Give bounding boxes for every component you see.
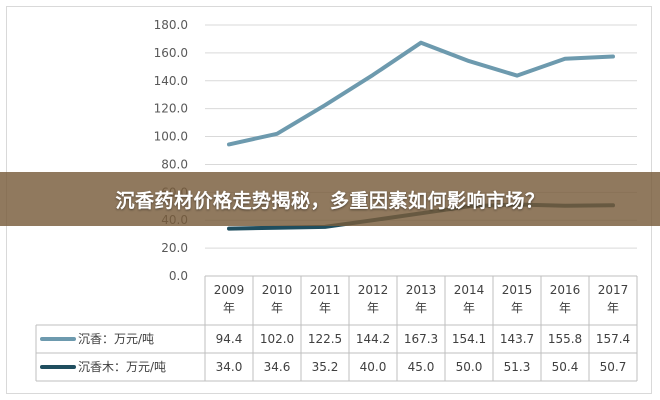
x-tick-label-line: 年 — [415, 301, 427, 315]
data-label: 154.1 — [452, 332, 486, 346]
x-tick-label-line: 年 — [463, 301, 475, 315]
title-banner: 沉香药材价格走势揭秘，多重因素如何影响市场？ — [0, 172, 660, 226]
data-label: 102.0 — [260, 332, 294, 346]
x-tick-label: 2009 年 — [214, 283, 245, 315]
x-tick-label-line: 2017 — [598, 283, 629, 297]
x-tick-label-line: 2015 — [502, 283, 533, 297]
x-tick-label-line: 2009 — [214, 283, 245, 297]
x-tick-label-line: 2011 — [310, 283, 341, 297]
x-tick-label-line: 年 — [223, 301, 235, 315]
y-tick-label: 0.0 — [169, 269, 188, 283]
data-label: 50.4 — [552, 360, 579, 374]
x-tick-label-line: 2014 — [454, 283, 485, 297]
data-label: 144.2 — [356, 332, 390, 346]
y-tick-label: 180.0 — [154, 18, 188, 32]
x-tick-label: 2012 年 — [358, 283, 389, 315]
x-tick-label-line: 年 — [511, 301, 523, 315]
x-tick-label: 2017 年 — [598, 283, 629, 315]
x-tick-label-line: 2010 — [262, 283, 293, 297]
legend-label-1: 沉香：万元/吨 — [78, 332, 154, 346]
data-label: 143.7 — [500, 332, 534, 346]
x-tick-label-line: 年 — [319, 301, 331, 315]
data-label: 45.0 — [408, 360, 435, 374]
data-label: 40.0 — [360, 360, 387, 374]
series-line-1 — [227, 40, 615, 147]
banner-title: 沉香药材价格走势揭秘，多重因素如何影响市场？ — [115, 189, 545, 212]
legend-label-2: 沉香木：万元/吨 — [78, 360, 166, 374]
x-tick-label: 2011 年 — [310, 283, 341, 315]
data-label: 155.8 — [548, 332, 582, 346]
y-tick-label: 80.0 — [161, 157, 188, 171]
x-tick-label: 2013 年 — [406, 283, 437, 315]
data-label: 157.4 — [596, 332, 630, 346]
y-tick-label: 160.0 — [154, 46, 188, 60]
x-tick-label-line: 年 — [607, 301, 619, 315]
y-tick-label: 20.0 — [161, 241, 188, 255]
data-label: 34.0 — [216, 360, 243, 374]
data-label: 167.3 — [404, 332, 438, 346]
x-tick-label-line: 2016 — [550, 283, 581, 297]
data-label: 34.6 — [264, 360, 291, 374]
data-label: 35.2 — [312, 360, 339, 374]
x-tick-label-line: 2012 — [358, 283, 389, 297]
x-tick-label: 2014 年 — [454, 283, 485, 315]
y-tick-label: 120.0 — [154, 102, 188, 116]
x-tick-label: 2015 年 — [502, 283, 533, 315]
data-label: 51.3 — [504, 360, 531, 374]
x-tick-label: 2010 年 — [262, 283, 293, 315]
x-tick-label-line: 年 — [271, 301, 283, 315]
y-tick-label: 140.0 — [154, 74, 188, 88]
y-tick-label: 100.0 — [154, 130, 188, 144]
data-label: 122.5 — [308, 332, 342, 346]
x-tick-label-line: 年 — [367, 301, 379, 315]
data-label: 50.0 — [456, 360, 483, 374]
x-tick-label: 2016 年 — [550, 283, 581, 315]
x-tick-label-line: 年 — [559, 301, 571, 315]
data-label: 50.7 — [600, 360, 627, 374]
data-label: 94.4 — [216, 332, 243, 346]
x-tick-label-line: 2013 — [406, 283, 437, 297]
